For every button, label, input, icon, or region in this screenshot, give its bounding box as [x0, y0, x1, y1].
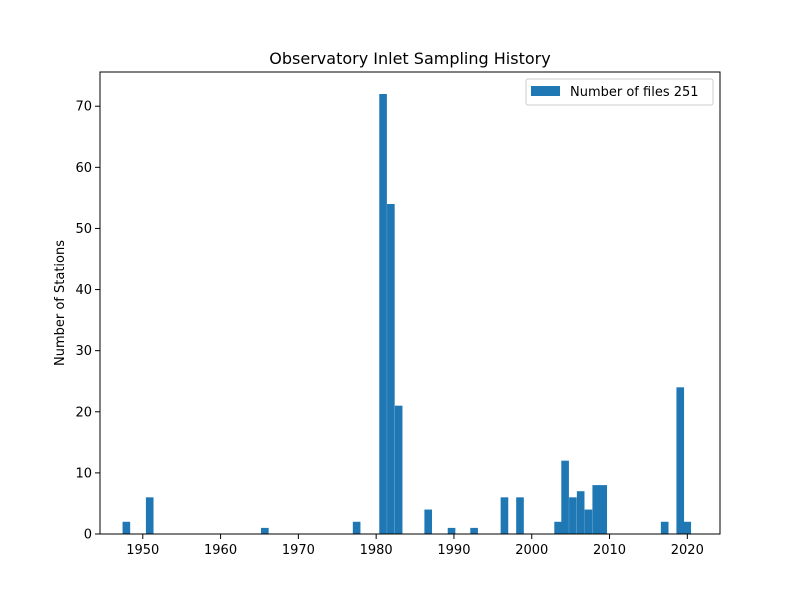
legend-label: Number of files 251	[570, 85, 699, 100]
x-tick-label-6: 2010	[593, 543, 626, 558]
histogram-bar-16	[584, 509, 593, 534]
histogram-bar-8	[447, 527, 456, 534]
x-tick-label-2: 1970	[282, 543, 315, 558]
histogram-bar-6	[394, 405, 403, 534]
legend-swatch	[531, 86, 560, 96]
x-tick-label-7: 2020	[671, 543, 704, 558]
histogram-bar-11	[516, 497, 524, 534]
histogram-bar-14	[569, 497, 577, 534]
histogram-bar-19	[660, 521, 669, 534]
y-tick-label-4: 40	[75, 283, 92, 298]
y-tick-label-3: 30	[75, 344, 92, 359]
histogram-bar-18	[599, 485, 608, 534]
plot-frame	[99, 71, 721, 535]
histogram-bar-2	[261, 527, 269, 534]
legend-box	[525, 78, 714, 106]
histogram-bar-3	[352, 521, 361, 534]
histogram-bar-10	[500, 497, 509, 534]
histogram-bar-17	[592, 485, 601, 534]
histogram-bar-5	[387, 204, 395, 534]
y-tick-label-2: 20	[75, 405, 92, 420]
x-tick-label-0: 1950	[126, 543, 159, 558]
x-tick-label-3: 1980	[360, 543, 393, 558]
y-tick-label-0: 0	[84, 528, 92, 543]
y-axis-label: Number of Stations	[53, 240, 68, 366]
histogram-bar-7	[424, 509, 433, 534]
histogram-bar-12	[554, 521, 562, 534]
histogram-bar-20	[676, 387, 685, 534]
y-axis-ticks: 0 10 20 30 40 50 60 70	[75, 100, 100, 543]
x-axis-ticks: 1950 1960 1970 1980 1990 2000 2010 2020	[126, 534, 704, 558]
y-tick-label-5: 50	[75, 222, 92, 237]
legend: Number of files 251	[525, 78, 714, 106]
histogram-bar-0	[122, 521, 131, 534]
bars-group	[122, 94, 692, 534]
histogram-bar-21	[683, 521, 692, 534]
chart-title: Observatory Inlet Sampling History	[269, 49, 550, 68]
y-tick-label-7: 70	[75, 100, 92, 115]
y-tick-label-1: 10	[75, 466, 92, 481]
histogram-bar-9	[470, 527, 478, 534]
histogram-bar-15	[576, 491, 585, 534]
histogram-bar-4	[379, 94, 387, 534]
histogram-bar-13	[561, 460, 569, 534]
x-tick-label-5: 2000	[515, 543, 548, 558]
y-tick-label-6: 60	[75, 161, 92, 176]
histogram-bar-1	[145, 497, 154, 534]
x-tick-label-1: 1960	[204, 543, 237, 558]
x-tick-label-4: 1990	[437, 543, 470, 558]
